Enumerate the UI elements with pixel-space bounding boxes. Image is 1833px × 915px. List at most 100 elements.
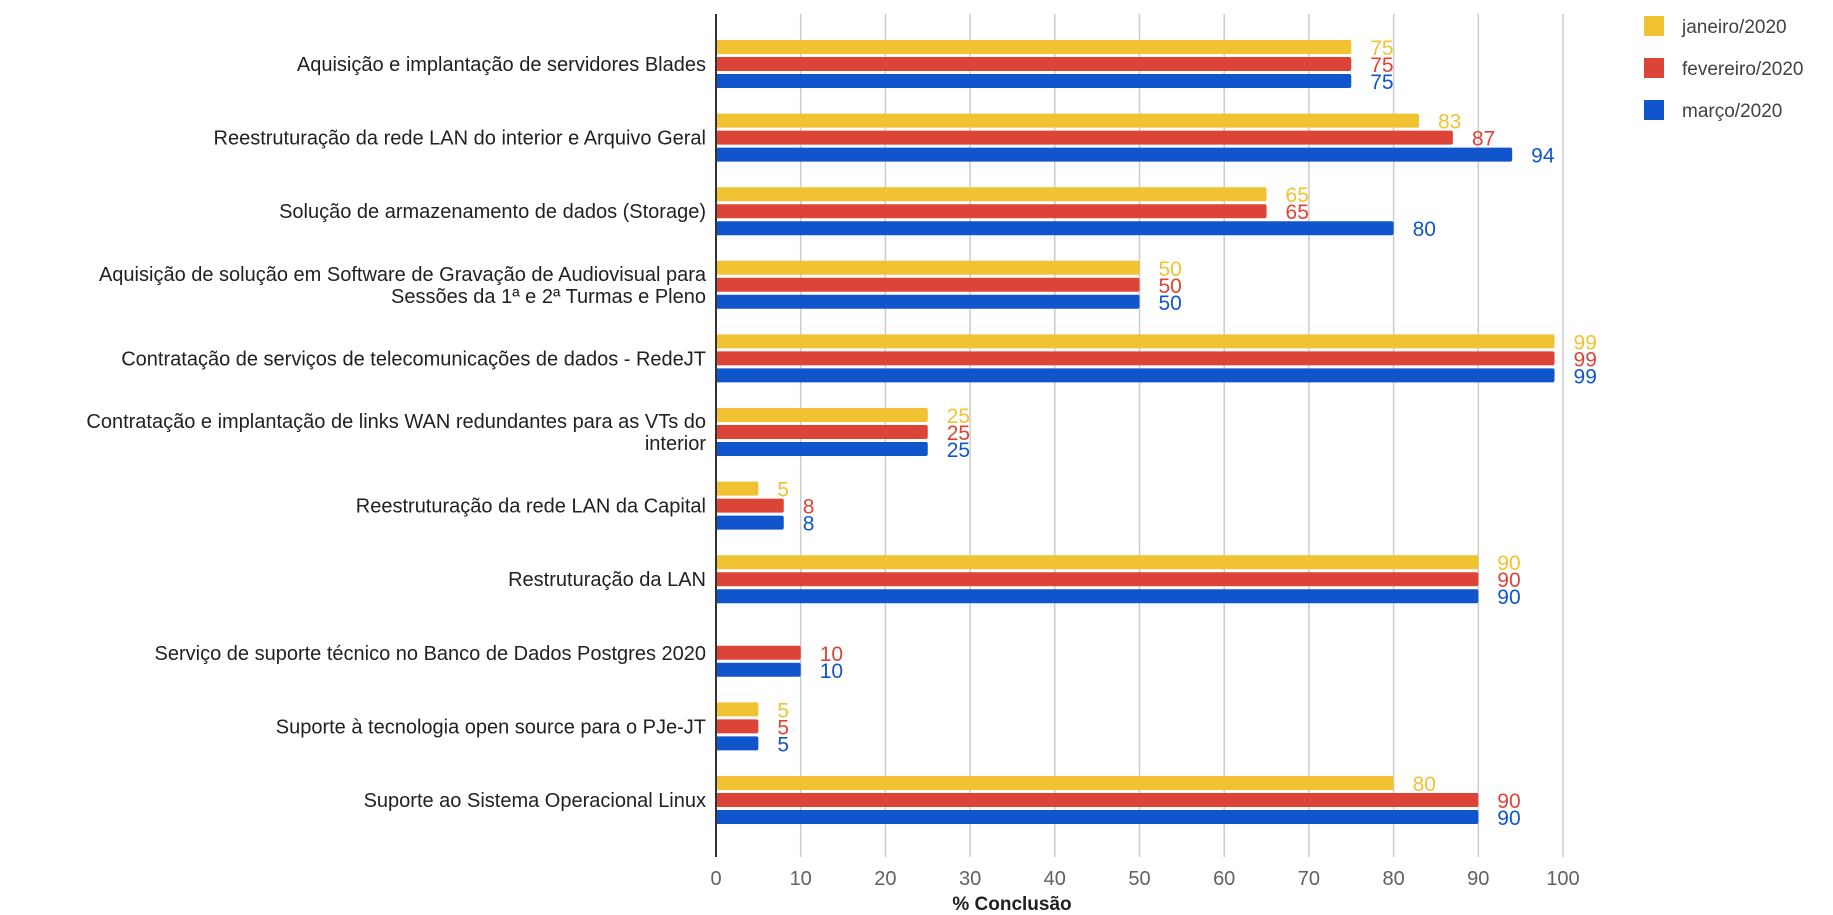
data-label: 99 [1574,348,1597,371]
x-tick-label: 70 [1298,868,1320,890]
data-label: 87 [1472,128,1495,151]
legend-label: fevereiro/2020 [1682,59,1803,80]
bar [716,498,784,513]
bar [716,425,928,439]
data-label: 75 [1370,54,1393,77]
x-tick-label: 0 [710,868,721,890]
bar [716,481,759,496]
category-label: Contratação de serviços de telecomunicaç… [121,348,706,370]
bar [716,719,759,734]
x-tick-label: 80 [1382,868,1404,890]
data-label: 99 [1574,365,1597,388]
data-label: 25 [947,405,970,428]
bar [716,334,1555,349]
legend-label: março/2020 [1682,101,1782,122]
x-axis-title: % Conclusão [952,894,1071,915]
bar [716,147,1513,162]
legend-label: janeiro/2020 [1681,17,1787,38]
data-label: 65 [1286,201,1309,224]
data-label: 99 [1574,331,1597,354]
x-tick-label: 100 [1546,868,1579,890]
data-label: 75 [1370,71,1393,94]
category-label: interior [645,433,706,455]
data-label: 80 [1413,773,1436,796]
data-label: 8 [803,513,815,536]
x-tick-label: 50 [1128,868,1150,890]
x-tick-label: 30 [959,868,981,890]
data-label: 5 [777,699,789,722]
data-label: 83 [1438,111,1461,134]
bar [716,277,1140,292]
bar [716,662,801,677]
bar [716,810,1479,824]
bar [716,221,1394,236]
bar [716,793,1479,807]
data-label: 90 [1497,790,1520,813]
bars [716,40,1555,824]
legend-swatch [1644,16,1664,36]
x-tick-label: 90 [1467,868,1489,890]
data-labels: 7575758387946565805050509999992525255889… [777,37,1597,830]
bar [716,589,1479,604]
bar [716,645,801,660]
data-label: 75 [1370,37,1393,60]
data-label: 5 [777,733,789,756]
data-label: 50 [1159,258,1182,281]
category-label: Suporte ao Sistema Operacional Linux [364,790,706,812]
data-label: 25 [947,422,970,445]
data-label: 5 [777,479,789,502]
data-label: 90 [1497,586,1520,609]
category-label: Suporte à tecnologia open source para o … [276,716,706,738]
category-label: Serviço de suporte técnico no Banco de D… [155,643,706,665]
bar [716,294,1140,309]
bar [716,442,928,456]
data-label: 94 [1531,145,1555,168]
data-label: 25 [947,439,970,462]
bar [716,515,784,530]
bar [716,74,1352,88]
data-label: 90 [1497,807,1520,830]
bar [716,204,1267,219]
category-label: Reestruturação da rede LAN da Capital [356,496,706,518]
bar [716,260,1140,275]
legend: janeiro/2020 fevereiro/2020 março/2020 [1644,16,1803,122]
x-tick-label: 10 [790,868,812,890]
data-label: 10 [820,660,843,683]
bar [716,40,1352,54]
category-label: Contratação e implantação de links WAN r… [86,411,706,433]
category-label: Solução de armazenamento de dados (Stora… [279,201,706,223]
bar [716,408,928,422]
bar [716,555,1479,570]
data-label: 50 [1159,275,1182,298]
data-label: 80 [1413,218,1436,241]
category-label: Aquisição e implantação de servidores Bl… [297,54,706,76]
bar [716,776,1394,790]
bar [716,57,1352,71]
legend-swatch [1644,100,1664,120]
data-label: 90 [1497,569,1520,592]
category-label: Aquisição de solução em Software de Grav… [99,264,707,286]
bar [716,351,1555,366]
category-label: Reestruturação da rede LAN do interior e… [214,128,707,150]
data-label: 50 [1159,292,1182,315]
x-tick-label: 20 [874,868,896,890]
bar [716,736,759,751]
bar [716,368,1555,383]
x-tick-label: 60 [1213,868,1235,890]
bar [716,187,1267,202]
x-tick-labels: 0 10 20 30 40 50 60 70 80 90 100 [710,868,1579,890]
bar [716,130,1453,145]
category-label: Restruturação da LAN [508,569,706,591]
data-label: 10 [820,643,843,666]
data-label: 8 [803,496,815,519]
legend-swatch [1644,58,1664,78]
data-label: 90 [1497,552,1520,575]
category-labels: Aquisição e implantação de servidores Bl… [86,54,706,812]
bar [716,572,1479,587]
x-tick-label: 40 [1044,868,1066,890]
data-label: 65 [1286,184,1309,207]
bar [716,113,1420,128]
data-label: 5 [777,716,789,739]
category-label: Sessões da 1ª e 2ª Turmas e Pleno [391,286,706,308]
